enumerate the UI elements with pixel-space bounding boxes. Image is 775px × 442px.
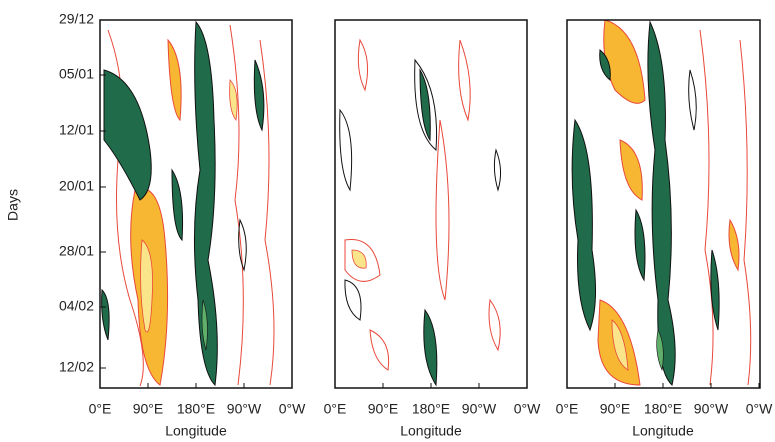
y-tick-label: 20/01 xyxy=(59,178,94,194)
x-tick-label: 0°W xyxy=(746,401,773,417)
x-tick-label: 180°E xyxy=(177,401,215,417)
y-tick-label: 28/01 xyxy=(59,243,94,259)
x-tick-label: 0°E xyxy=(89,401,112,417)
x-tick-label: 180°E xyxy=(412,401,450,417)
x-tick-label: 90°E xyxy=(600,401,631,417)
x-tick-label: 90°W xyxy=(694,401,729,417)
x-tick-label: 0°E xyxy=(556,401,579,417)
y-tick-label: 29/12 xyxy=(59,11,94,27)
panel-3-field xyxy=(571,19,752,386)
x-tick-label: 0°E xyxy=(324,401,347,417)
x-tick-label: 0°W xyxy=(279,401,306,417)
y-tick-label: 05/01 xyxy=(59,66,94,82)
x-axis-title: Longitude xyxy=(400,423,462,439)
x-tick-label: 90°W xyxy=(227,401,262,417)
panel-1-field xyxy=(101,20,275,387)
panel-2-field xyxy=(339,38,502,387)
x-tick-label: 0°W xyxy=(514,401,541,417)
y-tick-label: 12/02 xyxy=(59,359,94,375)
x-axis-title: Longitude xyxy=(632,423,694,439)
x-tick-label: 180°E xyxy=(644,401,682,417)
y-axis-title: Days xyxy=(5,189,21,221)
y-tick-label: 12/01 xyxy=(59,122,94,138)
x-tick-label: 90°E xyxy=(133,401,164,417)
x-tick-label: 90°E xyxy=(368,401,399,417)
x-tick-label: 90°W xyxy=(462,401,497,417)
x-axis-title: Longitude xyxy=(165,423,227,439)
y-tick-label: 04/02 xyxy=(59,298,94,314)
